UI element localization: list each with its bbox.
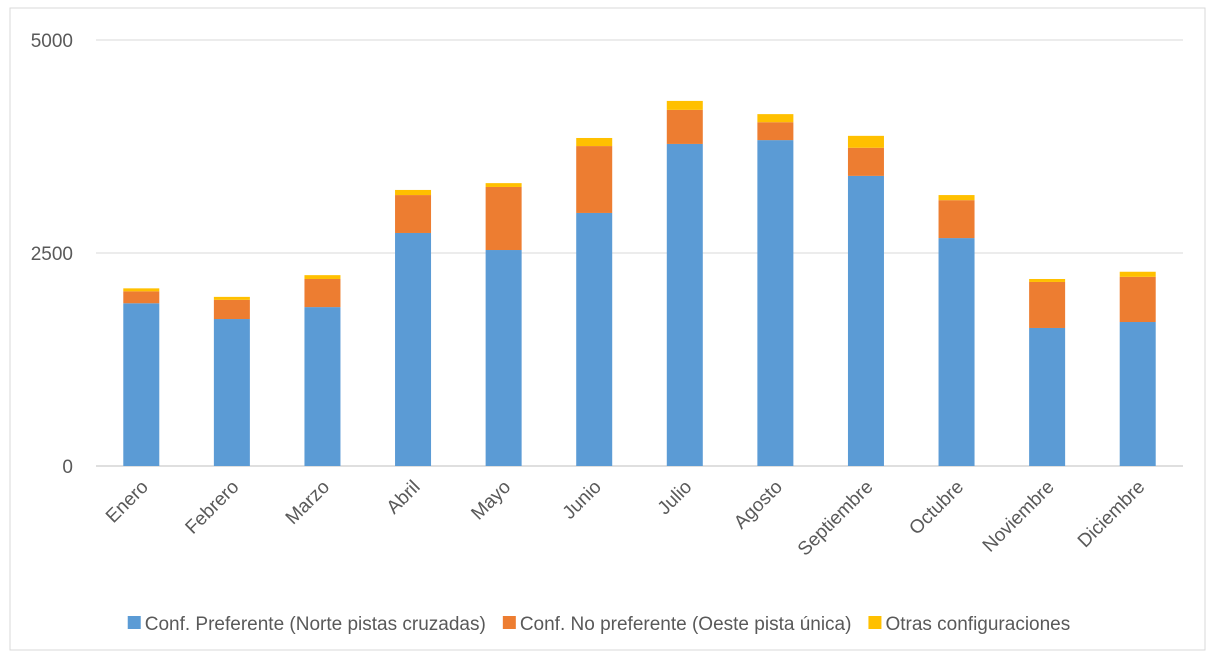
bar-segment: [1119, 271, 1156, 277]
bar-segment: [757, 114, 794, 123]
bar-segment: [847, 147, 884, 176]
y-tick-label: 0: [62, 457, 73, 478]
bar-segment: [485, 183, 522, 187]
bar-segment: [304, 278, 341, 308]
bar-segment: [1029, 327, 1066, 466]
bar-segment: [847, 175, 884, 467]
bar-segment: [123, 303, 160, 466]
legend-swatch: [868, 616, 882, 629]
legend-swatch: [502, 616, 516, 629]
y-tick-label: 5000: [31, 31, 73, 52]
bar-segment: [757, 122, 794, 141]
legend-label: Conf. No preferente (Oeste pista única): [520, 614, 852, 635]
bar-segment: [123, 291, 160, 304]
bar-segment: [1029, 281, 1066, 328]
legend-label: Conf. Preferente (Norte pistas cruzadas): [145, 614, 486, 635]
bar-segment: [304, 307, 341, 466]
bar-segment: [938, 195, 975, 201]
bar-segment: [576, 212, 613, 466]
legend-label: Otras configuraciones: [885, 614, 1070, 635]
bar-segment: [395, 189, 432, 196]
bar-segment: [395, 195, 432, 233]
bar-segment: [666, 109, 703, 144]
bar-segment: [1029, 278, 1066, 282]
bar-segment: [395, 232, 432, 466]
bar-segment: [847, 135, 884, 148]
bar-segment: [485, 250, 522, 466]
bar-segment: [213, 296, 250, 300]
bar-segment: [123, 288, 160, 292]
bar-segment: [213, 319, 250, 466]
y-tick-label: 2500: [31, 244, 73, 265]
bar-segment: [938, 238, 975, 466]
bar-segment: [1119, 322, 1156, 466]
bar-segment: [938, 200, 975, 239]
bar-segment: [666, 143, 703, 466]
bar-segment: [304, 275, 341, 279]
bar-segment: [666, 100, 703, 110]
bar-segment: [757, 140, 794, 467]
legend-swatch: [127, 616, 141, 629]
bar-segment: [1119, 276, 1156, 323]
bar-segment: [213, 299, 250, 320]
bar-segment: [485, 186, 522, 251]
bar-segment: [576, 146, 613, 213]
bar-segment: [576, 137, 613, 147]
